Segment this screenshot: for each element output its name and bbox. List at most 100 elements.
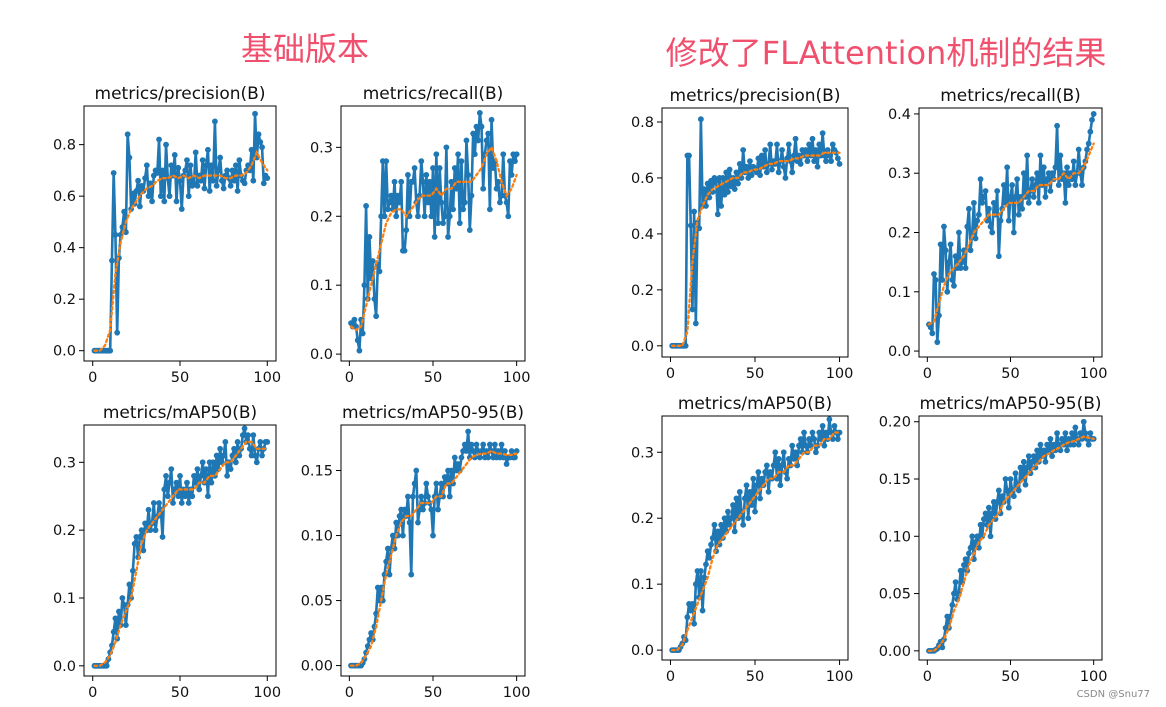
results-data-point bbox=[1055, 182, 1062, 188]
results-data-point bbox=[199, 459, 206, 466]
x-tick-label: 50 bbox=[746, 669, 764, 685]
results-data-point bbox=[1085, 441, 1092, 448]
results-data-point bbox=[505, 213, 512, 220]
results-data-point bbox=[752, 508, 758, 515]
results-data-point bbox=[689, 601, 696, 607]
results-data-point bbox=[706, 554, 713, 561]
results-data-point bbox=[406, 213, 413, 220]
results-data-point bbox=[376, 268, 383, 275]
results-data-point bbox=[779, 462, 785, 469]
results-data-point bbox=[1047, 188, 1054, 194]
results-data-point bbox=[801, 429, 807, 436]
results-data-point bbox=[448, 178, 455, 185]
y-tick-label: 0.6 bbox=[631, 171, 654, 187]
results-data-point bbox=[264, 175, 271, 182]
chart-baseline-1: metrics/recall(B) 0 50 100 0.0 0.1 0.2 0.3 bbox=[310, 84, 531, 386]
results-data-point bbox=[398, 178, 405, 185]
results-data-point bbox=[191, 472, 197, 479]
x-tick-label: 100 bbox=[503, 685, 531, 701]
results-data-point bbox=[1069, 430, 1075, 437]
results-data-point bbox=[971, 199, 977, 206]
y-tick-label: 0.15 bbox=[301, 464, 333, 480]
results-data-point bbox=[745, 515, 752, 522]
results-data-point bbox=[413, 467, 420, 474]
results-data-point bbox=[491, 441, 498, 448]
results-data-point bbox=[425, 199, 431, 206]
smooth-series-line bbox=[927, 435, 1095, 652]
chart-baseline-3: metrics/mAP50-95(B) 0 50 100 0.00 0.05 0.10 0.1… bbox=[301, 403, 531, 701]
x-tick-label: 100 bbox=[826, 366, 854, 382]
results-data-point bbox=[686, 152, 692, 159]
results-data-point bbox=[255, 131, 262, 138]
results-data-point bbox=[780, 449, 787, 456]
y-tick-label: 0.0 bbox=[53, 659, 76, 675]
results-data-point bbox=[956, 229, 962, 236]
chart-title: metrics/mAP50-95(B) bbox=[919, 394, 1101, 414]
results-data-point bbox=[816, 429, 823, 436]
results-data-point bbox=[726, 521, 733, 528]
results-data-point bbox=[107, 347, 114, 354]
results-data-point bbox=[142, 175, 148, 182]
results-data-point bbox=[789, 442, 796, 449]
results-data-point bbox=[112, 615, 119, 622]
y-tick-label: 0.15 bbox=[879, 472, 911, 488]
results-data-point bbox=[1054, 430, 1060, 437]
results-data-point bbox=[156, 500, 162, 506]
results-data-point bbox=[985, 205, 992, 212]
results-data-point bbox=[143, 162, 150, 169]
results-data-point bbox=[1070, 441, 1077, 448]
y-tick-label: 0.00 bbox=[301, 659, 333, 675]
results-data-point bbox=[129, 567, 136, 574]
y-tick-label: 0.1 bbox=[53, 591, 76, 607]
results-data-point bbox=[252, 452, 258, 459]
results-data-point bbox=[396, 513, 403, 519]
results-data-point bbox=[445, 234, 451, 240]
results-data-point bbox=[232, 162, 239, 169]
results-data-point bbox=[1082, 430, 1089, 437]
results-data-point bbox=[1045, 447, 1052, 454]
y-tick-label: 0.3 bbox=[888, 166, 911, 182]
results-data-point bbox=[763, 462, 770, 469]
results-data-point bbox=[381, 213, 388, 220]
results-data-point bbox=[1089, 116, 1095, 123]
results-data-point bbox=[393, 213, 400, 220]
results-data-point bbox=[1040, 447, 1047, 454]
results-data-point bbox=[184, 157, 190, 163]
results-data-point bbox=[985, 504, 992, 511]
results-data-point bbox=[779, 147, 785, 153]
results-data-point bbox=[714, 528, 721, 535]
results-data-point bbox=[701, 574, 708, 581]
results-data-point bbox=[157, 193, 164, 200]
results-data-point bbox=[168, 162, 175, 169]
results-data-point bbox=[747, 158, 753, 165]
results-data-point bbox=[819, 130, 826, 137]
results-data-point bbox=[138, 527, 145, 534]
results-data-point bbox=[1004, 164, 1011, 171]
results-data-point bbox=[792, 449, 799, 456]
results-data-point bbox=[1047, 436, 1054, 442]
results-data-point bbox=[426, 178, 433, 185]
results-data-point bbox=[185, 500, 192, 506]
results-data-point bbox=[463, 448, 470, 454]
results-data-point bbox=[236, 157, 243, 163]
results-data-point bbox=[997, 217, 1004, 224]
results-data-point bbox=[401, 506, 408, 513]
results-data-point bbox=[131, 540, 138, 547]
results-data-point bbox=[206, 188, 213, 194]
results-data-point bbox=[974, 217, 981, 224]
chart-title: metrics/mAP50-95(B) bbox=[342, 403, 524, 423]
results-series-line bbox=[927, 113, 1095, 344]
results-data-point bbox=[753, 482, 760, 489]
results-data-point bbox=[512, 158, 518, 165]
results-data-point bbox=[166, 479, 173, 486]
results-data-point bbox=[1015, 487, 1022, 494]
x-tick-label: 100 bbox=[1080, 366, 1108, 382]
results-data-point bbox=[823, 158, 829, 165]
results-data-point bbox=[980, 516, 987, 522]
results-data-point bbox=[448, 467, 455, 474]
results-data-point bbox=[1037, 152, 1044, 159]
results-data-point bbox=[757, 495, 763, 502]
results-data-point bbox=[154, 170, 161, 176]
results-data-point bbox=[189, 493, 196, 500]
results-data-point bbox=[1014, 176, 1021, 183]
